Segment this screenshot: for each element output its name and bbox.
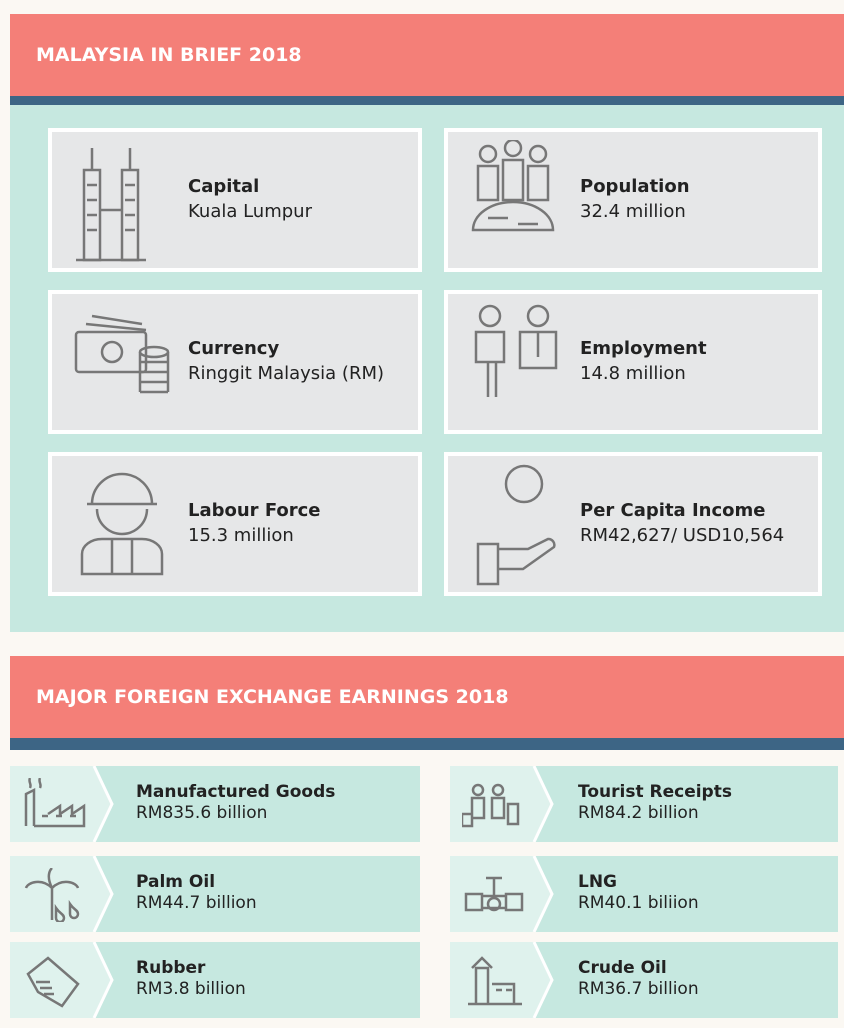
row-value: RM3.8 billion <box>136 979 246 999</box>
card-value: 14.8 million <box>580 363 686 384</box>
section-header: MAJOR FOREIGN EXCHANGE EARNINGS 2018 <box>10 656 844 738</box>
card-value: 32.4 million <box>580 201 686 222</box>
card-label: Capital <box>188 176 260 197</box>
card-label: Per Capita Income <box>580 500 766 521</box>
card-label: Employment <box>580 338 707 359</box>
row-label: Crude Oil <box>578 958 667 978</box>
info-card: Currency Ringgit Malaysia (RM) <box>48 290 422 434</box>
row-text: Tourist Receipts RM84.2 billion <box>578 782 732 823</box>
section-title: MAJOR FOREIGN EXCHANGE EARNINGS 2018 <box>36 686 509 708</box>
card-label: Labour Force <box>188 500 321 521</box>
row-label: LNG <box>578 872 618 892</box>
row-value: RM835.6 billion <box>136 803 268 823</box>
icon <box>76 148 146 262</box>
row-text: LNG RM40.1 biliion <box>578 872 699 913</box>
info-card: Employment 14.8 million <box>444 290 822 434</box>
header-bar <box>10 96 844 105</box>
card-label: Currency <box>188 338 280 359</box>
icon <box>24 868 80 922</box>
icon <box>474 304 558 397</box>
icon <box>24 778 86 828</box>
icon <box>468 956 522 1006</box>
row-value: RM40.1 biliion <box>578 893 699 913</box>
icon <box>462 783 520 828</box>
info-card: Labour Force 15.3 million <box>48 452 422 596</box>
card-value: Kuala Lumpur <box>188 201 312 222</box>
row-value: RM36.7 billion <box>578 979 699 999</box>
earning-row: Tourist Receipts RM84.2 billion <box>450 766 838 842</box>
row-label: Tourist Receipts <box>578 782 732 802</box>
card-text: Currency Ringgit Malaysia (RM) <box>188 338 384 384</box>
card-text: Employment 14.8 million <box>580 338 707 384</box>
row-text: Rubber RM3.8 billion <box>136 958 246 999</box>
info-card: Population 32.4 million <box>444 128 822 272</box>
earning-row: Manufactured Goods RM835.6 billion <box>10 766 420 842</box>
row-value: RM44.7 billion <box>136 893 257 913</box>
row-text: Crude Oil RM36.7 billion <box>578 958 699 999</box>
card-text: Population 32.4 million <box>580 176 690 222</box>
row-label: Palm Oil <box>136 872 216 892</box>
info-card: Capital Kuala Lumpur <box>48 128 422 272</box>
icon <box>26 956 80 1008</box>
card-value: RM42,627/ USD10,564 <box>580 525 785 546</box>
card-label: Population <box>580 176 690 197</box>
section-header: MALAYSIA IN BRIEF 2018 <box>10 14 844 96</box>
chevron <box>450 856 554 932</box>
earning-row: Crude Oil RM36.7 billion <box>450 942 838 1018</box>
card-value: 15.3 million <box>188 525 294 546</box>
card-value: Ringgit Malaysia (RM) <box>188 363 385 384</box>
row-value: RM84.2 billion <box>578 803 699 823</box>
card-text: Per Capita Income RM42,627/ USD10,564 <box>580 500 784 546</box>
section-title: MALAYSIA IN BRIEF 2018 <box>36 44 302 66</box>
icon <box>80 472 164 576</box>
row-label: Manufactured Goods <box>136 782 336 802</box>
chevron <box>10 856 114 932</box>
card-text: Capital Kuala Lumpur <box>188 176 312 222</box>
earning-row: LNG RM40.1 biliion <box>450 856 838 932</box>
icon <box>464 876 524 912</box>
chevron <box>10 942 114 1018</box>
card-text: Labour Force 15.3 million <box>188 500 321 546</box>
earning-row: Rubber RM3.8 billion <box>10 942 420 1018</box>
icon <box>74 314 170 394</box>
header-bar <box>10 738 844 750</box>
icon <box>476 464 556 586</box>
earning-row: Palm Oil RM44.7 billion <box>10 856 420 932</box>
row-text: Manufactured Goods RM835.6 billion <box>136 782 335 823</box>
info-card: Per Capita Income RM42,627/ USD10,564 <box>444 452 822 596</box>
icon <box>471 140 555 232</box>
row-text: Palm Oil RM44.7 billion <box>136 872 257 913</box>
row-label: Rubber <box>136 958 206 978</box>
